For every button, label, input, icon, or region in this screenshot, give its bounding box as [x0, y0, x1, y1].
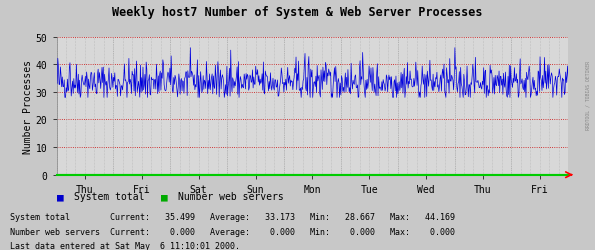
Text: System total: System total: [74, 191, 145, 201]
Text: ■: ■: [161, 191, 167, 201]
Text: ■: ■: [57, 191, 63, 201]
Text: Last data entered at Sat May  6 11:10:01 2000.: Last data entered at Sat May 6 11:10:01 …: [10, 241, 240, 250]
Text: Number web servers  Current:    0.000   Average:    0.000   Min:    0.000   Max:: Number web servers Current: 0.000 Averag…: [10, 227, 455, 236]
Text: Number web servers: Number web servers: [178, 191, 284, 201]
Text: System total        Current:   35.499   Average:   33.173   Min:   28.667   Max:: System total Current: 35.499 Average: 33…: [10, 212, 455, 221]
Y-axis label: Number Processes: Number Processes: [23, 60, 33, 153]
Text: Weekly host7 Number of System & Web Server Processes: Weekly host7 Number of System & Web Serv…: [112, 6, 483, 19]
Text: RRDTOOL / TOBIAS OETIKER: RRDTOOL / TOBIAS OETIKER: [585, 61, 590, 129]
